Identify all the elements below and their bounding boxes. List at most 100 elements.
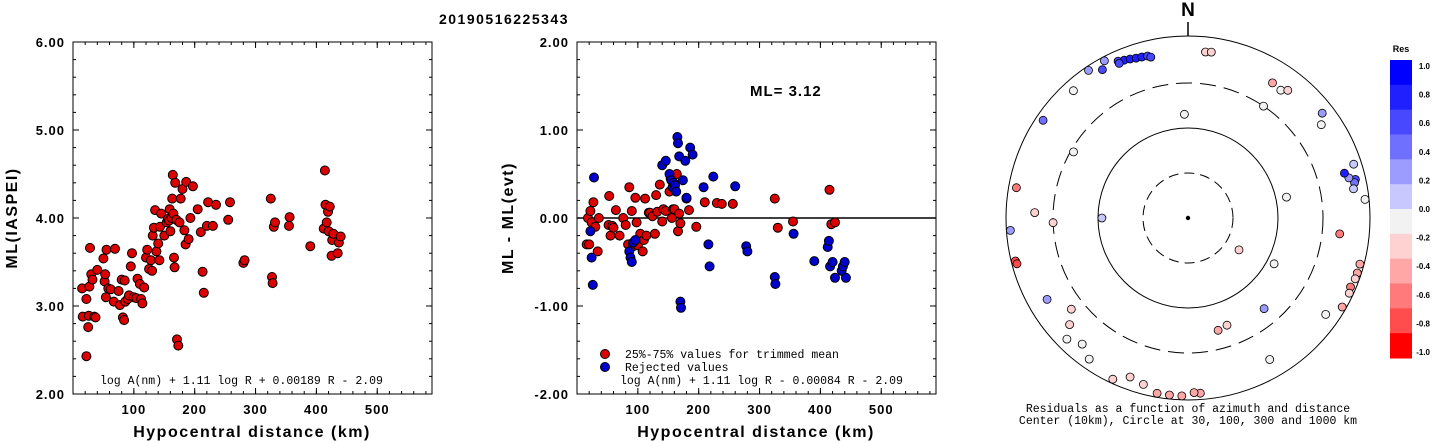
middle-plot-ticks: -2.00 -1.00 0.00 1.00 2.00 100 200 300 400 500 [534, 35, 936, 417]
middle-plot-ytick-label: 2.00 [540, 35, 569, 50]
left-plot-point-s0 [92, 264, 103, 275]
left-plot-ytick-label: 4.00 [36, 211, 65, 226]
colorbar-tick-label: -0.2 [1416, 234, 1430, 243]
left-plot-point-s0 [239, 255, 250, 266]
middle-plot-point-s0 [592, 246, 603, 257]
legend-marker-trimmed [600, 349, 610, 359]
middle-plot-point-s0 [684, 205, 694, 216]
left-plot-xtick-label: 500 [365, 402, 390, 417]
colorbar-swatch [1390, 333, 1412, 359]
polar-point [1316, 120, 1326, 130]
middle-plot-point-s0 [675, 218, 686, 229]
middle-plot-point-s0 [657, 216, 668, 227]
left-plot-point-s0 [81, 351, 92, 362]
polar-point [1259, 101, 1268, 111]
middle-plot-point-s0 [769, 193, 780, 204]
left-plot-xtick-label: 400 [304, 402, 329, 417]
polar-plot: N Residuals as a function of azimuth and… [1005, 0, 1371, 428]
left-plot-point-s0 [319, 165, 330, 176]
polar-caption-line2: Center (10km), Circle at 30, 100, 300 an… [1019, 415, 1357, 428]
middle-plot-point-s1 [585, 226, 596, 237]
left-plot-point-s0 [267, 278, 278, 289]
left-plot-point-s0 [179, 225, 190, 236]
middle-plot-point-s0 [631, 217, 642, 228]
north-label: N [1181, 0, 1195, 21]
polar-point [1125, 372, 1135, 382]
middle-plot-point-s0 [588, 197, 599, 208]
colorbar: Res 1.0 0.8 0.6 0.4 0.2 0.0 -0.2 -0.4 -0.6 -0.8 -1… [1390, 44, 1431, 359]
left-plot-point-s0 [167, 193, 178, 204]
left-plot-points [77, 165, 346, 362]
middle-plot-point-s1 [676, 302, 686, 313]
middle-plot-point-s0 [727, 198, 738, 209]
polar-point [1269, 259, 1279, 269]
left-plot-point-s0 [185, 213, 196, 223]
middle-plot-point-s1 [698, 182, 709, 193]
middle-plot-point-s0 [637, 246, 648, 257]
left-plot-point-s0 [192, 204, 203, 215]
colorbar-swatch [1390, 258, 1412, 284]
middle-plot-point-s0 [641, 230, 652, 241]
polar-point [1006, 225, 1015, 235]
left-plot-point-s0 [169, 252, 179, 263]
polar-point [1098, 65, 1107, 75]
colorbar-swatch [1390, 233, 1412, 260]
polar-point [1349, 159, 1359, 169]
colorbar-tick-label: -1.0 [1416, 348, 1430, 357]
polar-point [1030, 208, 1040, 218]
polar-point [1012, 259, 1022, 269]
polar-point [1265, 355, 1275, 364]
middle-plot-point-s1 [660, 155, 671, 166]
left-plot-point-s0 [119, 315, 130, 326]
left-plot-point-s0 [305, 241, 316, 252]
middle-plot-point-s1 [840, 272, 851, 283]
left-plot-point-s0 [173, 340, 184, 351]
middle-plot-point-s0 [674, 208, 685, 219]
left-plot-point-s0 [170, 177, 181, 188]
left-plot-ytick-label: 3.00 [36, 299, 65, 314]
left-plot-point-s0 [137, 298, 148, 309]
left-plot-point-s0 [207, 220, 218, 231]
chart-title: 20190516225343 [439, 11, 569, 27]
middle-plot-point-s1 [809, 256, 820, 267]
left-plot-point-s0 [174, 217, 185, 228]
left-plot-point-s0 [98, 253, 109, 264]
ml-annotation: ML= 3.12 [750, 83, 822, 100]
middle-plot-point-s0 [699, 197, 710, 208]
colorbar-tick-label: -0.6 [1416, 291, 1430, 300]
polar-point [1340, 168, 1349, 178]
middle-plot-point-s1 [823, 235, 834, 246]
middle-plot-ytick-label: 0.00 [540, 211, 569, 226]
polar-point [1084, 354, 1094, 364]
left-plot-point-s0 [87, 274, 98, 285]
left-plot-ticks: 2.00 3.00 4.00 5.00 6.00 100 200 300 400 500 [36, 35, 432, 417]
middle-plot-point-s0 [654, 179, 665, 190]
left-plot-point-s0 [145, 255, 156, 266]
colorbar-tick-label: -0.8 [1416, 319, 1430, 328]
left-plot-point-s0 [110, 243, 120, 254]
middle-plot: -2.00 -1.00 0.00 1.00 2.00 100 200 300 400 500 ML… [500, 35, 937, 441]
middle-plot-point-s1 [671, 186, 682, 197]
left-plot-point-s0 [223, 214, 234, 225]
middle-plot-point-s0 [620, 220, 631, 230]
middle-plot-point-s1 [673, 138, 683, 149]
left-plot-point-s0 [211, 199, 221, 210]
colorbar-swatch [1390, 184, 1412, 210]
legend-label-trimmed: 25%-75% values for trimmed mean [625, 349, 839, 362]
outer-ring [1005, 35, 1371, 401]
colorbar-tick-label: 0.4 [1419, 148, 1431, 157]
middle-plot-point-s1 [788, 228, 799, 239]
polar-point [1069, 147, 1078, 157]
middle-plot-xlabel: Hypocentral distance (km) [637, 424, 875, 441]
colorbar-ticks: 1.0 0.8 0.6 0.4 0.2 0.0 -0.2 -0.4 -0.6 -0.8 -1.0 [1416, 62, 1430, 357]
middle-plot-point-s0 [649, 228, 660, 239]
left-plot-point-s0 [195, 227, 206, 238]
middle-plot-point-s0 [691, 221, 702, 232]
left-plot-point-s0 [142, 244, 153, 255]
legend-label-rejected: Rejected values [625, 362, 729, 375]
middle-plot-point-s1 [704, 261, 715, 272]
polar-point [1084, 66, 1093, 75]
middle-plot-point-s1 [681, 192, 692, 203]
middle-plot-point-s0 [716, 198, 727, 209]
